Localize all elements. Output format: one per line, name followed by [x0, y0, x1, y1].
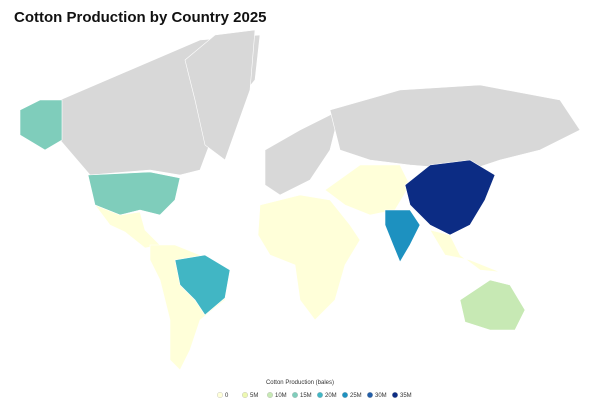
map-title: Cotton Production by Country 2025	[14, 9, 267, 26]
legend-swatch	[267, 392, 274, 399]
legend-swatch	[367, 392, 374, 399]
legend-swatch	[216, 392, 223, 399]
legend-label: 25M	[350, 393, 362, 399]
india	[384, 209, 421, 263]
legend-label: 0	[225, 393, 229, 399]
legend-swatch	[317, 392, 324, 399]
legend-label: 5M	[250, 393, 258, 399]
legend-label: 30M	[375, 393, 387, 399]
legend-label: 35M	[400, 393, 412, 399]
greenland	[184, 29, 256, 161]
central-asia	[324, 164, 411, 216]
legend-label: 15M	[300, 393, 312, 399]
africa	[257, 194, 361, 321]
legend-swatch	[342, 392, 349, 399]
countries	[19, 29, 581, 371]
russia	[329, 84, 581, 171]
legend-label: 10M	[275, 393, 287, 399]
legend-label: 20M	[325, 393, 337, 399]
china	[404, 159, 496, 236]
brazil	[174, 254, 231, 316]
legend-title: Cotton Production (bales)	[266, 380, 334, 386]
legend-swatch	[241, 392, 248, 399]
legend: 0 5M 10M 15M 20M 25M 30M 35M	[216, 392, 412, 399]
legend-swatch	[392, 392, 399, 399]
southeast-asia	[429, 229, 501, 273]
australia	[459, 279, 526, 331]
alaska	[19, 99, 63, 151]
legend-swatch	[292, 392, 299, 399]
europe	[264, 109, 341, 196]
